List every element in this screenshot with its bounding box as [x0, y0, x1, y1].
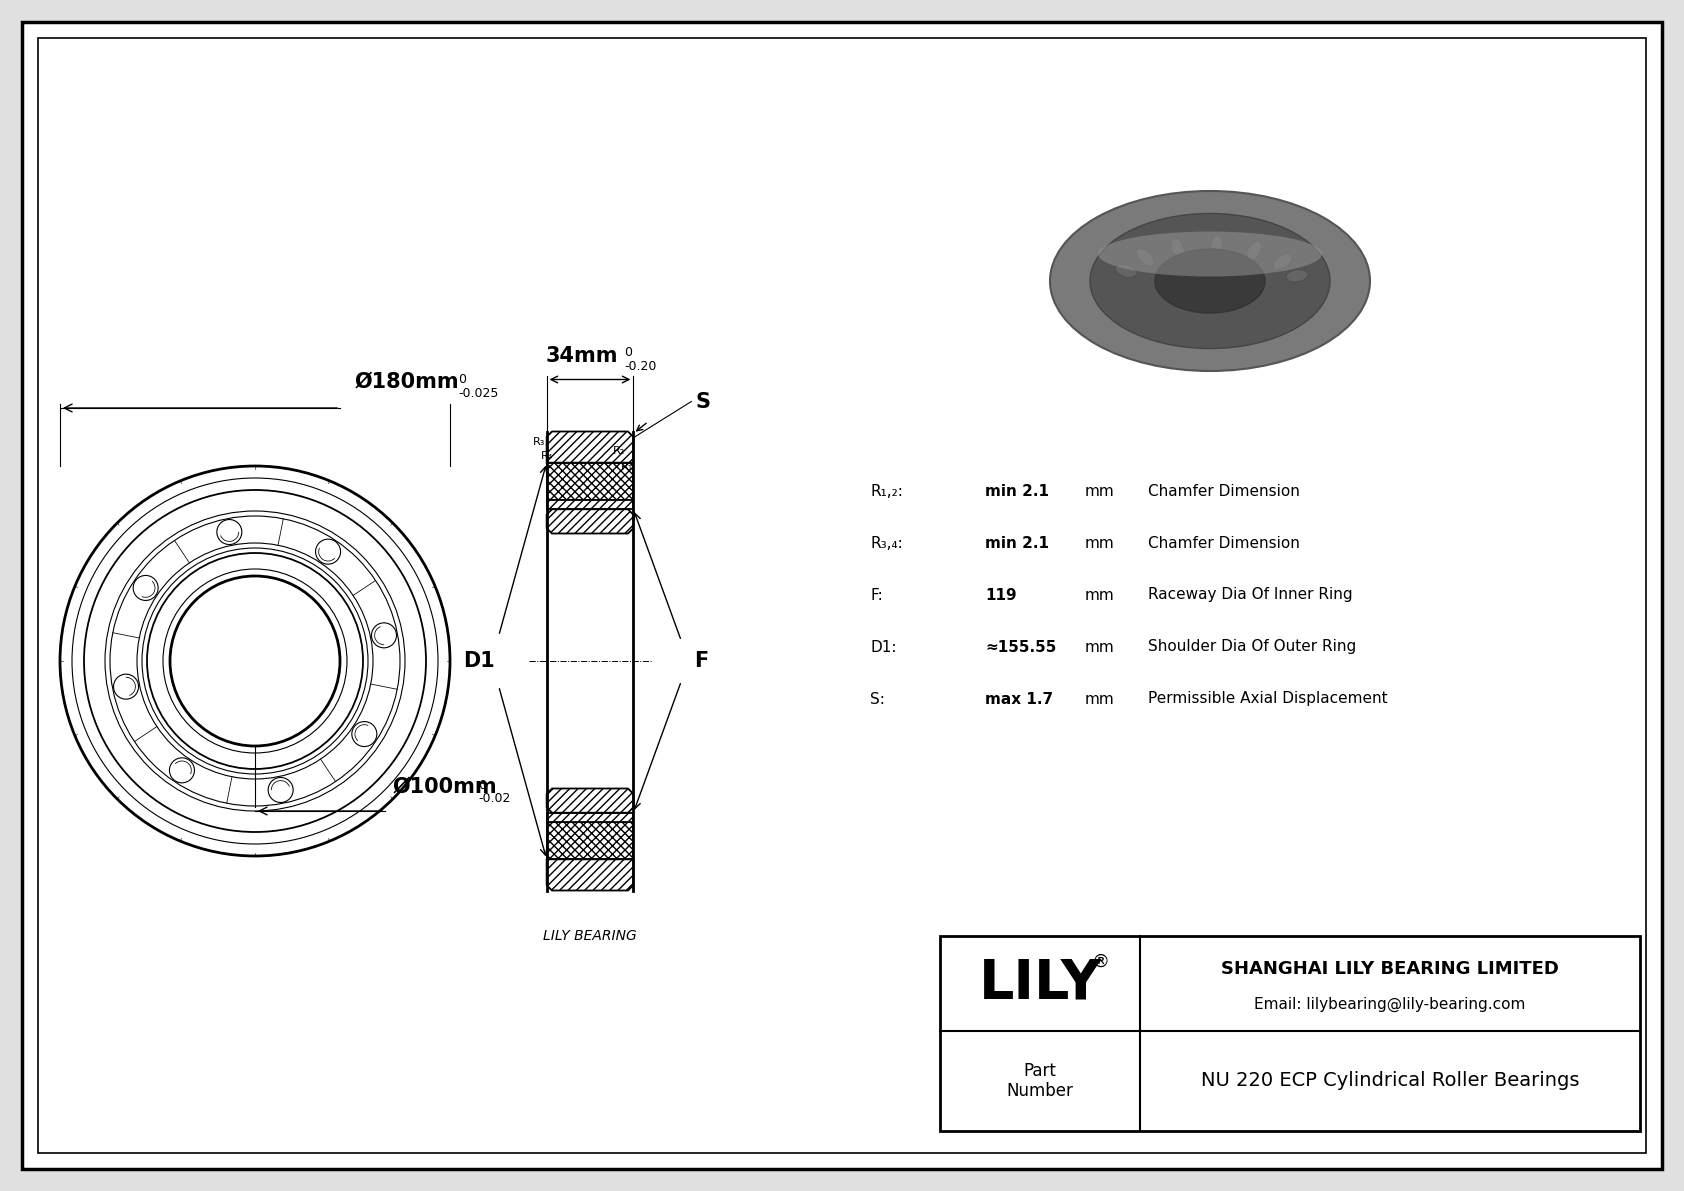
Text: Ø180mm: Ø180mm	[355, 372, 460, 392]
Text: mm: mm	[1084, 640, 1115, 655]
Text: -0.20: -0.20	[625, 360, 657, 373]
Text: mm: mm	[1084, 484, 1115, 499]
Ellipse shape	[1246, 241, 1261, 261]
Text: 0: 0	[478, 779, 487, 792]
Text: F: F	[694, 651, 709, 671]
Text: Ø100mm: Ø100mm	[392, 777, 498, 797]
Polygon shape	[547, 431, 633, 462]
Text: 119: 119	[985, 587, 1017, 603]
Text: Raceway Dia Of Inner Ring: Raceway Dia Of Inner Ring	[1148, 587, 1352, 603]
Bar	[547, 462, 633, 500]
Text: S:: S:	[871, 692, 884, 706]
Bar	[547, 812, 633, 822]
Text: Shoulder Dia Of Outer Ring: Shoulder Dia Of Outer Ring	[1148, 640, 1356, 655]
Bar	[940, 936, 1640, 1131]
Text: mm: mm	[1084, 536, 1115, 550]
Ellipse shape	[1090, 213, 1330, 349]
Text: mm: mm	[1084, 587, 1115, 603]
Text: min 2.1: min 2.1	[985, 484, 1049, 499]
Bar	[547, 500, 633, 510]
Text: -0.025: -0.025	[458, 387, 498, 400]
Ellipse shape	[1051, 191, 1371, 372]
Text: NU 220 ECP Cylindrical Roller Bearings: NU 220 ECP Cylindrical Roller Bearings	[1201, 1072, 1580, 1091]
Ellipse shape	[1170, 238, 1186, 260]
Text: LILY BEARING: LILY BEARING	[544, 929, 637, 942]
Polygon shape	[547, 510, 633, 534]
Text: 0: 0	[625, 347, 632, 360]
Text: ≈155.55: ≈155.55	[985, 640, 1056, 655]
Text: D1:: D1:	[871, 640, 896, 655]
Text: Email: lilybearing@lily-bearing.com: Email: lilybearing@lily-bearing.com	[1255, 997, 1526, 1012]
Text: D1: D1	[463, 651, 495, 671]
Ellipse shape	[1155, 249, 1265, 313]
Ellipse shape	[1211, 236, 1223, 257]
Text: Chamfer Dimension: Chamfer Dimension	[1148, 536, 1300, 550]
Text: R₃,₄:: R₃,₄:	[871, 536, 903, 550]
Bar	[547, 822, 633, 860]
Ellipse shape	[1098, 231, 1322, 276]
Text: mm: mm	[1084, 692, 1115, 706]
Ellipse shape	[1115, 264, 1137, 278]
Text: Part
Number: Part Number	[1007, 1061, 1073, 1100]
Ellipse shape	[1273, 254, 1292, 269]
Ellipse shape	[1137, 249, 1155, 266]
Text: SHANGHAI LILY BEARING LIMITED: SHANGHAI LILY BEARING LIMITED	[1221, 960, 1559, 978]
Text: Permissible Axial Displacement: Permissible Axial Displacement	[1148, 692, 1388, 706]
Text: 0: 0	[458, 373, 466, 386]
Ellipse shape	[1287, 269, 1308, 282]
Text: 34mm: 34mm	[546, 345, 618, 366]
Text: R₂: R₂	[613, 445, 625, 455]
Text: max 1.7: max 1.7	[985, 692, 1052, 706]
Text: R₃: R₃	[532, 437, 546, 447]
Text: R₁: R₁	[621, 461, 633, 472]
Text: R₁,₂:: R₁,₂:	[871, 484, 903, 499]
Text: S: S	[695, 392, 711, 412]
Polygon shape	[547, 860, 633, 891]
Text: -0.02: -0.02	[478, 792, 510, 805]
Text: LILY: LILY	[978, 956, 1101, 1010]
Text: R₄: R₄	[541, 450, 552, 461]
Text: Chamfer Dimension: Chamfer Dimension	[1148, 484, 1300, 499]
Text: min 2.1: min 2.1	[985, 536, 1049, 550]
Polygon shape	[547, 788, 633, 812]
Text: ®: ®	[1091, 953, 1110, 971]
Text: F:: F:	[871, 587, 882, 603]
